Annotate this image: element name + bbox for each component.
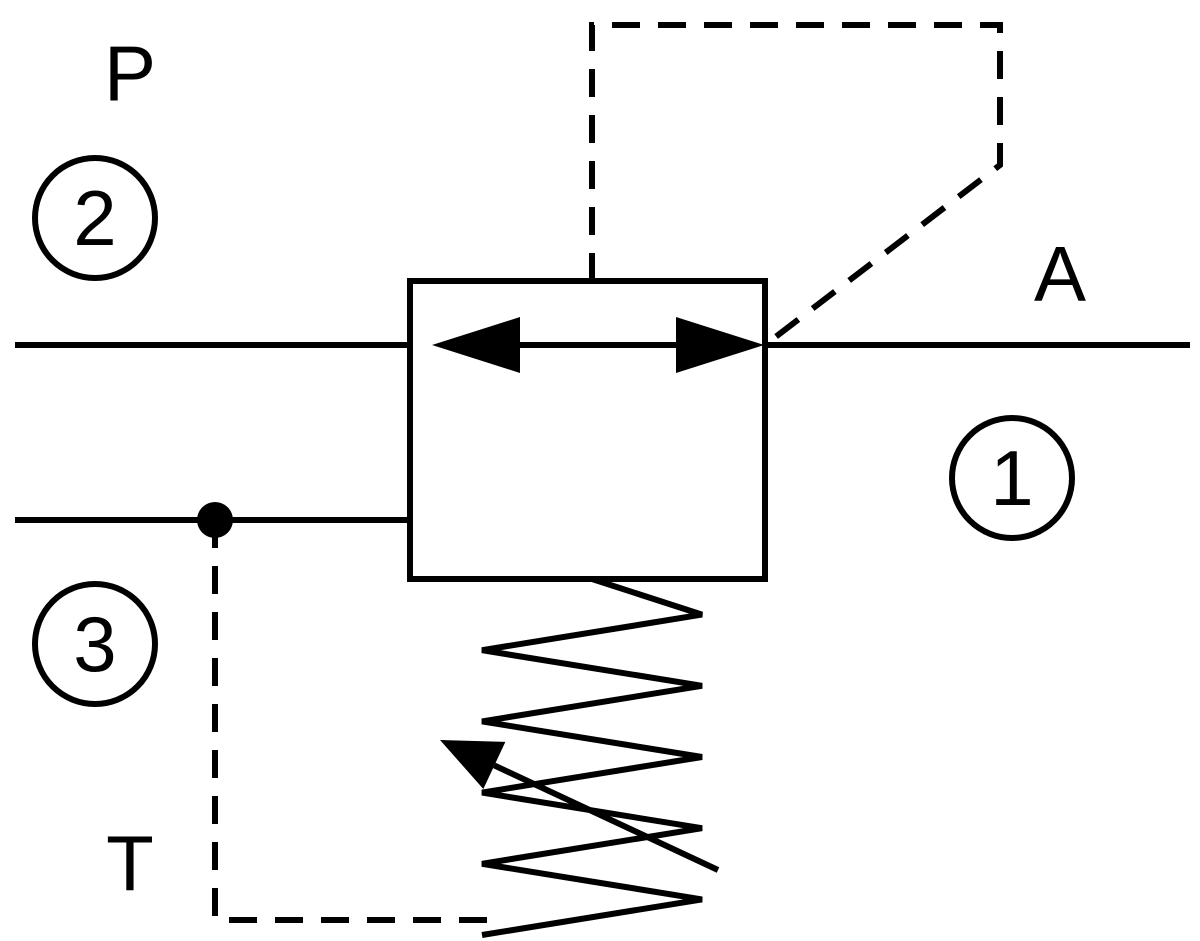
label-P: P: [104, 30, 156, 118]
label-A: A: [1034, 230, 1086, 318]
port-1-label: 1: [990, 434, 1033, 522]
port-3-label: 3: [73, 600, 116, 688]
pilot-line-top: [592, 25, 1000, 345]
arrow-right-into-valve: [676, 317, 764, 373]
spring: [482, 579, 702, 935]
port-2-label: 2: [73, 174, 116, 262]
junction-dot: [197, 502, 233, 538]
valve-body: [410, 281, 765, 579]
arrow-left-into-valve: [432, 317, 520, 373]
label-T: T: [106, 820, 154, 908]
